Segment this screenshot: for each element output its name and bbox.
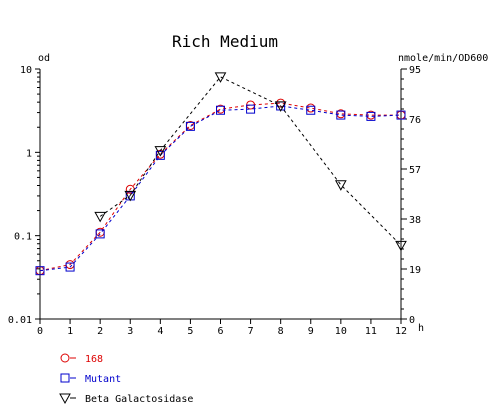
- series-line: [99, 76, 402, 246]
- x-tick-label: 3: [127, 326, 133, 337]
- data-point: [334, 180, 347, 191]
- legend-item: Beta Galactosidase: [59, 393, 193, 405]
- data-point: [155, 150, 165, 160]
- data-point: [306, 105, 316, 115]
- y-right-tick-label: 76: [409, 115, 421, 126]
- y-right-tick-label: 0: [409, 315, 415, 326]
- y-right-tick-label: 57: [409, 165, 421, 176]
- data-point: [124, 190, 137, 202]
- y-right-tick-label: 38: [409, 215, 421, 226]
- series-0: [35, 98, 406, 276]
- data-point: [65, 262, 75, 272]
- legend-label: 168: [85, 354, 103, 365]
- legend-label: Mutant: [85, 374, 121, 385]
- data-point: [246, 104, 256, 114]
- legend-marker: [60, 373, 70, 383]
- x-tick-label: 10: [335, 326, 347, 337]
- y-left-tick-label: 10: [20, 65, 32, 76]
- y-right-tick-label: 95: [409, 65, 421, 76]
- x-axis-label: h: [418, 323, 424, 334]
- legend-label: Beta Galactosidase: [85, 394, 193, 405]
- y-left-tick-label: 1: [26, 148, 32, 159]
- data-point: [216, 105, 225, 115]
- x-tick-label: 1: [67, 326, 73, 337]
- data-point: [35, 266, 45, 276]
- legend-marker: [60, 353, 70, 363]
- data-point: [395, 240, 407, 252]
- x-tick-label: 12: [395, 326, 407, 337]
- data-point: [95, 229, 105, 239]
- y-left-axis-label: od: [38, 53, 50, 64]
- data-point: [396, 110, 406, 120]
- data-point: [94, 211, 107, 223]
- legend-item: Mutant: [60, 373, 121, 385]
- x-tick-label: 11: [365, 326, 377, 337]
- legend-marker: [59, 393, 71, 405]
- series-1: [35, 101, 406, 276]
- series-2: [94, 72, 407, 252]
- chart-title: Rich Medium: [172, 32, 278, 51]
- data-point: [336, 110, 346, 120]
- legend: 168 Mutant Beta Galactosidase: [59, 353, 193, 405]
- x-tick-label: 2: [97, 326, 103, 337]
- series-line: [39, 102, 401, 272]
- x-tick-label: 8: [278, 326, 284, 337]
- x-tick-label: 6: [217, 326, 223, 337]
- series-line: [39, 105, 402, 272]
- data-point: [185, 121, 195, 131]
- data-point: [154, 146, 167, 157]
- y-left-tick-label: 0.1: [14, 232, 32, 243]
- x-tick-label: 9: [308, 326, 314, 337]
- x-tick-label: 4: [157, 326, 163, 337]
- x-tick-label: 7: [248, 326, 254, 337]
- x-tick-label: 0: [37, 326, 43, 337]
- y-right-axis-label: nmole/min/OD600: [398, 53, 488, 64]
- series-layer: [35, 72, 407, 276]
- legend-item: 168: [60, 353, 103, 365]
- data-point: [274, 101, 287, 112]
- y-right-tick-label: 19: [409, 265, 421, 276]
- data-point: [214, 72, 227, 83]
- data-point: [366, 111, 376, 121]
- x-tick-label: 5: [187, 326, 193, 337]
- y-left-tick-label: 0.01: [8, 315, 32, 326]
